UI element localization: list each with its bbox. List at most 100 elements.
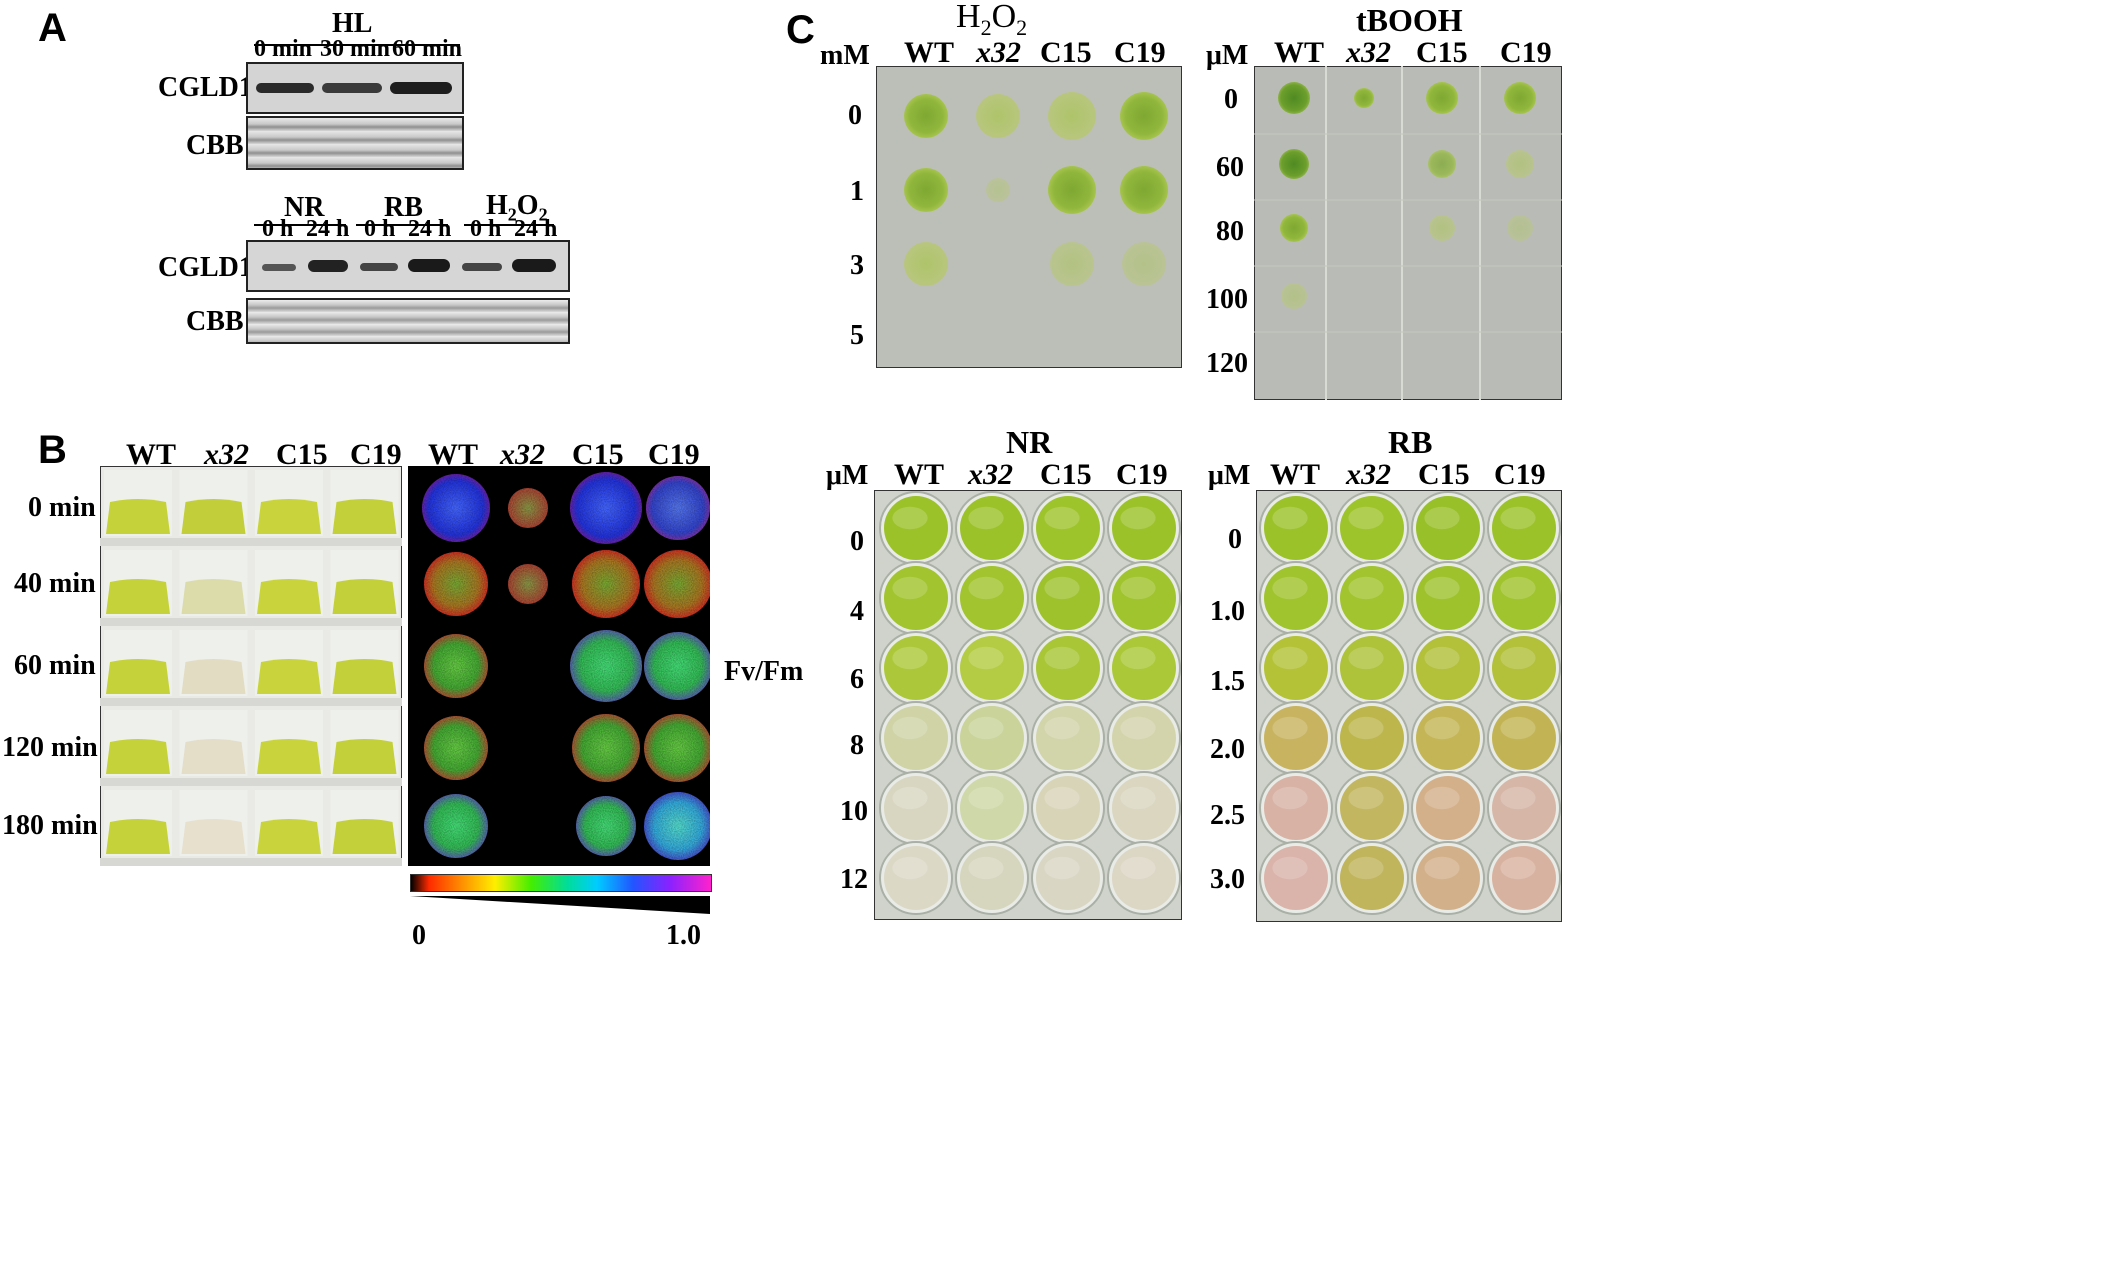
h2o2-title: H2O2 <box>956 0 1027 41</box>
h2o2-conc-1: 1 <box>850 176 864 207</box>
agar-spot <box>1279 149 1309 179</box>
blot-cbb-hl <box>246 116 464 170</box>
well <box>1492 496 1556 560</box>
rb-conc-3.0: 3.0 <box>1210 864 1245 895</box>
rb-conc-1.0: 1.0 <box>1210 596 1245 627</box>
flask-culture <box>332 659 397 694</box>
flask-culture <box>181 499 246 534</box>
well <box>1340 496 1404 560</box>
flask-culture-photo <box>100 466 402 866</box>
well <box>1264 846 1328 910</box>
flask-culture <box>332 499 397 534</box>
treat-time-2: 24 h <box>306 216 350 242</box>
well <box>884 706 948 770</box>
agar-spot <box>904 168 948 212</box>
flask-culture <box>257 499 321 534</box>
well <box>1340 566 1404 630</box>
well <box>1492 636 1556 700</box>
well <box>1112 496 1176 560</box>
well <box>1264 566 1328 630</box>
b-time-180: 180 min <box>2 810 98 841</box>
well <box>1340 846 1404 910</box>
agar-spot <box>1504 82 1536 114</box>
hl-time-0: 0 min <box>254 36 313 62</box>
well <box>1036 706 1100 770</box>
agar-spot <box>1428 150 1456 178</box>
h2o2-conc-3: 3 <box>850 250 864 281</box>
flask-culture <box>257 739 321 774</box>
agar-spot <box>1120 166 1168 214</box>
agar-spot <box>1507 215 1533 241</box>
well <box>1416 636 1480 700</box>
b-fvfm-strain-c19: C19 <box>648 438 700 471</box>
rb-strain-c15: C15 <box>1418 458 1470 491</box>
flask-culture <box>106 659 170 694</box>
agar-spot <box>904 242 948 286</box>
row-label-cgld1-treat: CGLD1 <box>158 252 253 283</box>
well <box>1416 706 1480 770</box>
well <box>1416 496 1480 560</box>
well <box>1036 566 1100 630</box>
fvfm-color-scale <box>410 874 712 892</box>
flask-culture <box>106 579 170 614</box>
flask-culture <box>332 739 397 774</box>
treat-h2o2-sub1: 2 <box>507 204 517 225</box>
row-label-cbb-hl: CBB <box>186 130 244 161</box>
nr-strain-c19: C19 <box>1116 458 1168 491</box>
agar-spot <box>1122 242 1166 286</box>
flask-culture <box>106 739 170 774</box>
tbooh-strain-c15: C15 <box>1416 36 1468 69</box>
well <box>1112 636 1176 700</box>
agar-spot <box>1048 166 1096 214</box>
well <box>1112 566 1176 630</box>
well <box>1492 776 1556 840</box>
h2o2-title-sub1: 2 <box>980 14 992 40</box>
rb-title: RB <box>1388 424 1433 460</box>
well <box>1036 846 1100 910</box>
well <box>1340 776 1404 840</box>
nr-conc-4: 4 <box>850 596 864 627</box>
h2o2-title-h: H <box>956 0 981 35</box>
nr-conc-12: 12 <box>840 864 868 895</box>
well <box>1416 846 1480 910</box>
panel-letter-c: C <box>786 8 815 52</box>
well <box>1416 566 1480 630</box>
nr-conc-0: 0 <box>850 526 864 557</box>
flask-culture <box>181 739 246 774</box>
b-fvfm-strain-c15: C15 <box>572 438 624 471</box>
tbooh-agar-plate <box>1254 66 1562 400</box>
well <box>960 846 1024 910</box>
flask-culture <box>181 659 246 694</box>
tbooh-strain-wt: WT <box>1274 36 1325 69</box>
treat-time-4: 24 h <box>408 216 452 242</box>
well <box>1036 636 1100 700</box>
agar-spot <box>1506 150 1534 178</box>
flask-culture <box>257 819 321 854</box>
h2o2-title-sub2: 2 <box>1016 14 1028 40</box>
well <box>884 566 948 630</box>
row-label-cgld1-hl: CGLD1 <box>158 72 253 103</box>
rb-well-plate <box>1256 490 1562 922</box>
rb-strain-wt: WT <box>1270 458 1321 491</box>
agar-spot <box>976 94 1020 138</box>
nr-conc-8: 8 <box>850 730 864 761</box>
tbooh-conc-100: 100 <box>1206 284 1248 315</box>
well <box>1416 776 1480 840</box>
well <box>1492 706 1556 770</box>
nr-conc-10: 10 <box>840 796 868 827</box>
rb-conc-0: 0 <box>1228 524 1242 555</box>
well <box>884 496 948 560</box>
fvfm-label: Fv/Fm <box>724 656 804 687</box>
rb-conc-2.0: 2.0 <box>1210 734 1245 765</box>
nr-conc-6: 6 <box>850 664 864 695</box>
flask-culture <box>106 819 170 854</box>
well <box>960 566 1024 630</box>
b-time-60: 60 min <box>14 650 96 681</box>
treat-time-3: 0 h <box>364 216 396 242</box>
well <box>960 636 1024 700</box>
treat-h2o2-h: H <box>486 190 508 221</box>
well <box>1112 776 1176 840</box>
well <box>884 636 948 700</box>
rb-conc-2.5: 2.5 <box>1210 800 1245 831</box>
flask-culture <box>257 659 321 694</box>
